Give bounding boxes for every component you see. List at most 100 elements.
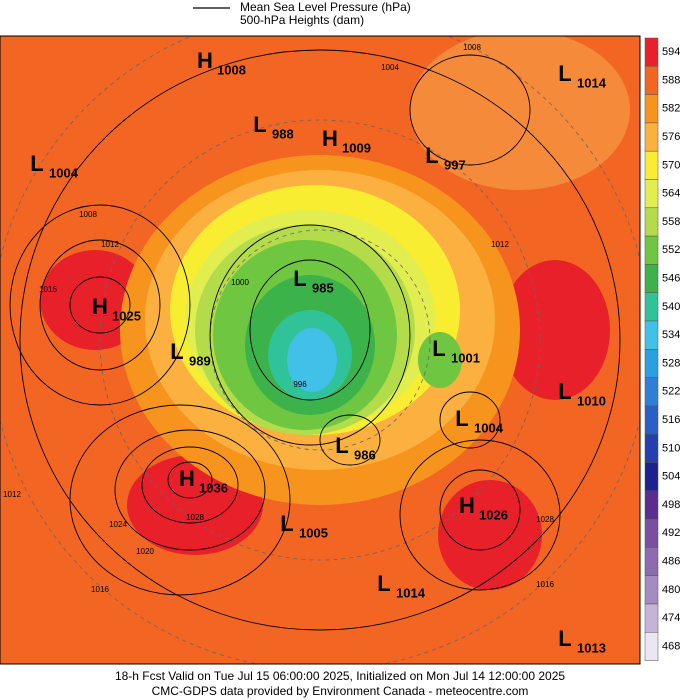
colorbar-cell xyxy=(644,207,659,237)
colorbar-cell xyxy=(644,320,659,350)
center-value: 1014 xyxy=(396,585,426,600)
colorbar-label: 594 xyxy=(662,46,680,58)
colorbar-label: 582 xyxy=(662,103,680,115)
colorbar-label: 516 xyxy=(662,414,680,426)
center-letter: H xyxy=(197,48,213,73)
colorbar-cell xyxy=(644,575,659,605)
center-value: 997 xyxy=(444,157,466,172)
colorbar-cell xyxy=(644,179,659,209)
colorbar-label: 486 xyxy=(662,555,680,567)
footer-line: 18-h Fcst Valid on Tue Jul 15 06:00:00 2… xyxy=(115,669,565,683)
colorbar-label: 534 xyxy=(662,329,680,341)
colorbar-label: 588 xyxy=(662,74,680,86)
field xyxy=(418,332,462,388)
isobar-label: 1012 xyxy=(3,490,21,499)
center-value: 1009 xyxy=(342,140,371,155)
center-value: 1008 xyxy=(217,62,246,77)
colorbar-cell xyxy=(644,433,659,463)
colorbar-label: 552 xyxy=(662,244,680,256)
center-letter: L xyxy=(170,339,183,364)
colorbar-cell xyxy=(644,377,659,407)
legend-mslp: Mean Sea Level Pressure (hPa) xyxy=(240,0,411,14)
colorbar-cell xyxy=(644,264,659,293)
center-value: 1014 xyxy=(577,75,607,90)
center-value: 1001 xyxy=(451,350,480,365)
isobar xyxy=(439,391,501,449)
colorbar-label: 570 xyxy=(662,159,680,171)
center-letter: L xyxy=(455,406,468,431)
center-letter: H xyxy=(179,466,195,491)
isobar xyxy=(114,429,266,551)
center-letter: L xyxy=(293,266,306,291)
center-letter: L xyxy=(558,379,571,404)
center-value: 1004 xyxy=(49,165,79,180)
colorbar-label: 474 xyxy=(662,612,680,624)
field xyxy=(500,260,610,400)
isobar xyxy=(209,224,411,446)
center-value: 1013 xyxy=(577,640,606,655)
isobar xyxy=(409,54,531,166)
colorbar-label: 546 xyxy=(662,272,680,284)
colorbar-cell xyxy=(644,292,659,322)
isobar xyxy=(249,259,371,401)
colorbar-label: 504 xyxy=(662,471,680,483)
center-value: 1005 xyxy=(299,525,328,540)
center-value: 985 xyxy=(312,280,334,295)
isobar-label: 1024 xyxy=(109,520,127,529)
center-value: 1004 xyxy=(474,420,504,435)
isobar-label: 1000 xyxy=(231,278,249,287)
colorbar-cell xyxy=(644,547,659,576)
isobar xyxy=(439,469,521,551)
map-frame xyxy=(0,35,641,665)
center-value: 1026 xyxy=(479,507,508,522)
colorbar-label: 558 xyxy=(662,216,680,228)
center-value: 989 xyxy=(189,353,211,368)
center-letter: H xyxy=(322,126,338,151)
colorbar-cell xyxy=(644,632,659,661)
center-value: 1010 xyxy=(577,393,606,408)
isobar xyxy=(19,49,621,631)
center-value: 1025 xyxy=(112,308,141,323)
colorbar-cell xyxy=(644,462,659,492)
isobar-label: 1020 xyxy=(136,547,154,556)
center-letter: L xyxy=(432,336,445,361)
colorbar-cell xyxy=(644,122,659,152)
colorbar-cell xyxy=(644,37,659,67)
colorbar-cell xyxy=(644,66,659,95)
legend-heights: 500-hPa Heights (dam) xyxy=(240,13,364,27)
isobar-label: 1016 xyxy=(91,585,109,594)
field xyxy=(410,36,630,190)
isobar-label: 1008 xyxy=(79,210,97,219)
colorbar-cell xyxy=(644,603,659,633)
isobar-label: 1016 xyxy=(536,580,554,589)
isobar xyxy=(399,439,561,591)
colorbar-cell xyxy=(644,490,659,520)
isobar-label: 1028 xyxy=(536,515,554,524)
center-letter: L xyxy=(425,143,438,168)
isobar xyxy=(9,204,191,406)
center-letter: L xyxy=(558,626,571,651)
colorbar-cell xyxy=(644,518,659,548)
colorbar-label: 498 xyxy=(662,499,680,511)
colorbar-label: 540 xyxy=(662,301,680,313)
isobar xyxy=(69,276,131,334)
isobar-label: 1012 xyxy=(491,240,509,249)
colorbar-cell xyxy=(644,405,659,435)
center-value: 986 xyxy=(354,447,376,462)
map-area xyxy=(0,36,640,664)
center-letter: L xyxy=(280,511,293,536)
isobar xyxy=(39,239,161,371)
center-letter: L xyxy=(335,433,348,458)
isobar xyxy=(141,446,239,524)
colorbar-label: 492 xyxy=(662,527,680,539)
isobar-label: 1028 xyxy=(186,513,204,522)
isobar-label: 1004 xyxy=(381,63,399,72)
center-letter: H xyxy=(92,294,108,319)
colorbar-label: 480 xyxy=(662,584,680,596)
isobar xyxy=(167,461,213,499)
colorbar-label: 564 xyxy=(662,188,680,200)
colorbar-cell xyxy=(644,150,659,180)
isobar-label: 1008 xyxy=(463,43,481,52)
colorbar-cell xyxy=(644,349,659,378)
